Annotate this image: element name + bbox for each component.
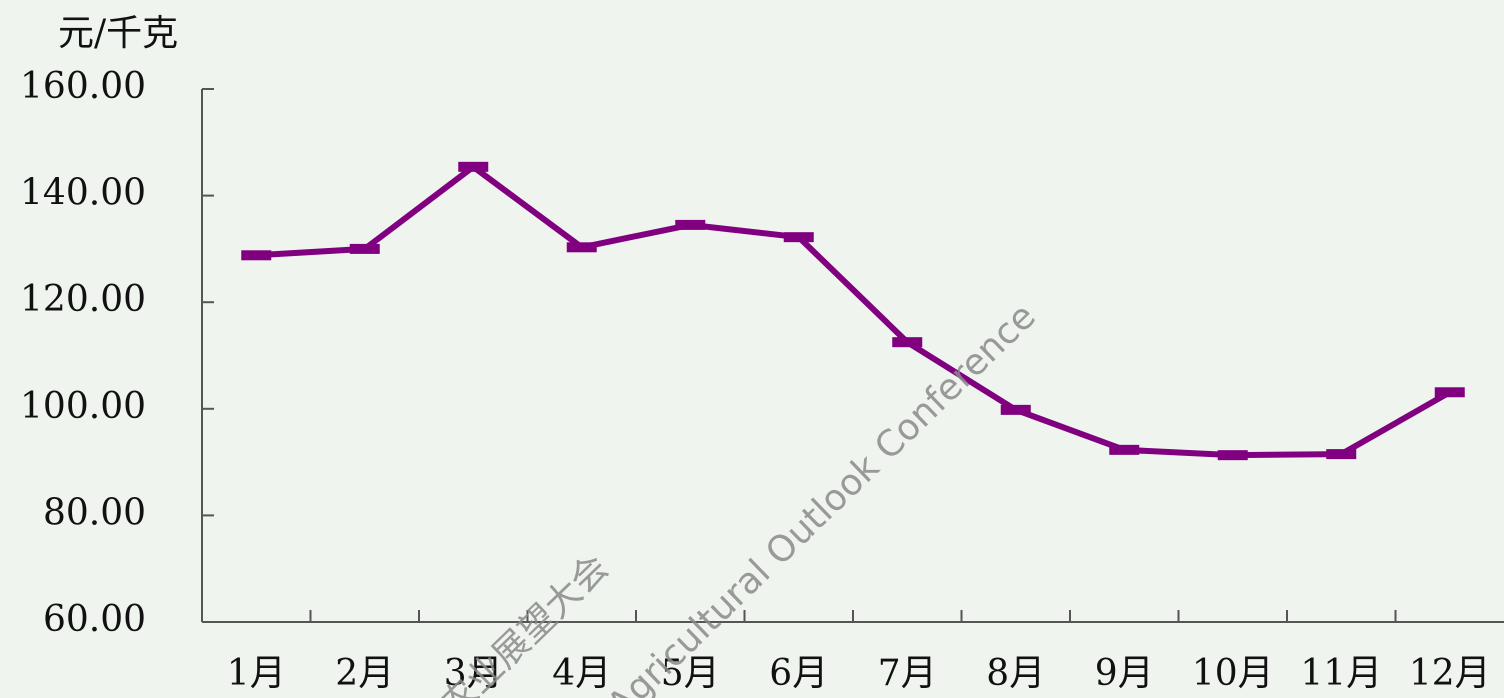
y-tick-label: 80.00 (43, 492, 146, 533)
point-marker (1434, 387, 1465, 398)
point-marker (1000, 404, 1031, 415)
x-tick-label: 5月 (661, 653, 720, 694)
x-tick-label: 7月 (878, 653, 937, 694)
point-marker (241, 250, 272, 261)
x-tick-label: 12月 (1409, 653, 1491, 694)
x-tick-label: 1月 (227, 653, 286, 694)
point-marker (892, 337, 923, 348)
point-marker (1109, 444, 1140, 455)
x-tick-label: 8月 (986, 653, 1045, 694)
point-marker (783, 232, 814, 243)
point-marker (675, 219, 706, 230)
x-tick-label: 6月 (769, 653, 828, 694)
point-marker (1326, 449, 1357, 460)
point-marker (458, 161, 489, 172)
y-tick-label: 140.00 (20, 173, 146, 214)
y-tick-label: 100.00 (20, 386, 146, 427)
y-tick-label: 120.00 (20, 279, 146, 320)
x-tick-label: 9月 (1095, 653, 1154, 694)
x-tick-label: 10月 (1192, 653, 1274, 694)
y-tick-label: 60.00 (43, 599, 146, 640)
x-tick-label: 2月 (335, 653, 394, 694)
y-tick-label: 160.00 (20, 66, 146, 107)
x-tick-label: 11月 (1300, 653, 1382, 694)
point-marker (1217, 450, 1248, 461)
x-tick-label: 3月 (444, 653, 503, 694)
point-marker (566, 242, 597, 253)
series-line (256, 163, 1452, 459)
y-unit-label: 元/千克 (58, 13, 178, 54)
x-tick-label: 4月 (552, 653, 611, 694)
point-marker (349, 243, 380, 254)
